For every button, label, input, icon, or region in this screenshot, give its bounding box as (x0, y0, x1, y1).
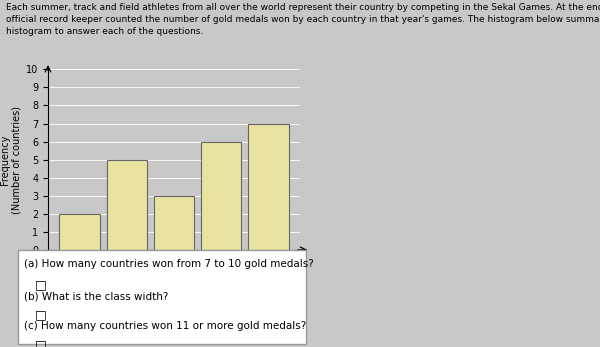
Text: □: □ (35, 278, 47, 291)
Text: (a) How many countries won from 7 to 10 gold medals?: (a) How many countries won from 7 to 10 … (24, 259, 314, 269)
Bar (248, 124, 289, 250)
Y-axis label: Frequency
(Number of countries): Frequency (Number of countries) (0, 105, 22, 214)
Bar (107, 160, 147, 250)
Text: □: □ (35, 338, 47, 347)
FancyBboxPatch shape (18, 250, 306, 344)
Text: (c) How many countries won 11 or more gold medals?: (c) How many countries won 11 or more go… (24, 321, 306, 331)
Text: (b) What is the class width?: (b) What is the class width? (24, 291, 168, 301)
Text: □: □ (35, 308, 47, 321)
X-axis label: Number of gold medals: Number of gold medals (117, 274, 231, 284)
Bar (59, 214, 100, 250)
Bar (201, 142, 241, 250)
Bar (154, 196, 194, 250)
Text: Each summer, track and field athletes from all over the world represent their co: Each summer, track and field athletes fr… (6, 3, 600, 36)
